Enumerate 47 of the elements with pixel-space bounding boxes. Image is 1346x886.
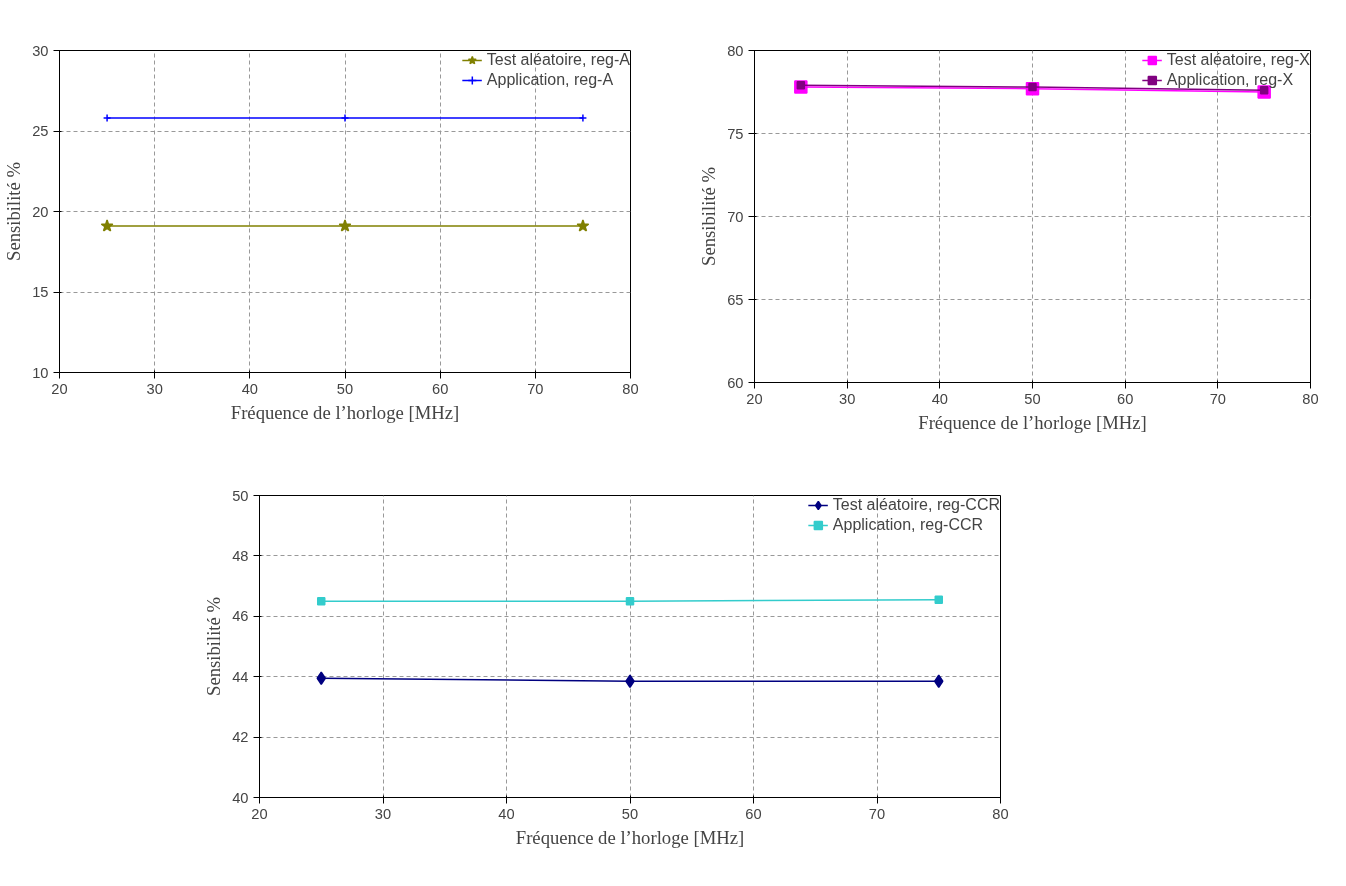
x-axis-title: Fréquence de l’horloge [MHz] — [515, 826, 745, 848]
x-tick-label: 40 — [498, 805, 515, 822]
x-tick-label: 60 — [432, 380, 449, 397]
x-tick-label: 80 — [622, 380, 639, 397]
x-tick-label: 70 — [527, 380, 544, 397]
x-tick-label: 30 — [374, 805, 392, 822]
legend-label: Test aléatoire, reg-CCR — [832, 496, 1000, 514]
x-tick-label: 80 — [1302, 390, 1319, 407]
y-tick-label: 42 — [232, 729, 249, 746]
legend-label: Test aléatoire, reg-X — [1166, 51, 1310, 69]
x-tick-label: 20 — [251, 805, 268, 822]
y-axis-title: Sensibilité % — [698, 167, 720, 266]
x-tick-label: 50 — [336, 380, 354, 397]
y-tick-label: 15 — [32, 284, 49, 300]
y-tick-label: 10 — [32, 364, 49, 381]
legend-label: Application, reg-X — [1166, 71, 1294, 89]
y-tick-label: 20 — [32, 203, 49, 220]
y-tick-label: 40 — [232, 789, 249, 806]
y-tick-label: 70 — [727, 208, 744, 225]
y-tick-label: 48 — [232, 547, 249, 564]
x-tick-label: 20 — [51, 380, 68, 397]
y-tick-label: 44 — [232, 668, 249, 685]
y-tick-label: 80 — [727, 42, 744, 59]
y-axis-title: Sensibilité % — [3, 162, 25, 261]
legend-label: Application, reg-A — [486, 71, 614, 89]
y-tick-label: 50 — [232, 487, 249, 504]
y-axis-title: Sensibilité % — [203, 597, 225, 696]
y-tick-label: 46 — [232, 608, 249, 625]
legend-label: Application, reg-CCR — [832, 516, 984, 534]
x-tick-label: 30 — [146, 380, 163, 397]
x-tick-label: 50 — [1024, 390, 1041, 407]
y-tick-label: 75 — [727, 125, 744, 142]
y-tick-label: 65 — [727, 291, 744, 308]
x-axis-title: Fréquence de l’horloge [MHz] — [230, 401, 460, 423]
x-tick-label: 60 — [1117, 390, 1134, 407]
y-tick-label: 25 — [32, 123, 49, 139]
y-tick-label: 30 — [32, 42, 49, 59]
x-tick-label: 70 — [1209, 390, 1226, 407]
legend-label: Test aléatoire, reg-A — [486, 51, 630, 69]
x-tick-label: 30 — [839, 390, 856, 407]
x-tick-label: 60 — [745, 805, 762, 822]
x-tick-label: 50 — [621, 805, 639, 822]
x-tick-label: 70 — [868, 805, 886, 822]
x-tick-label: 40 — [931, 390, 948, 407]
x-tick-label: 80 — [992, 805, 1009, 822]
x-tick-label: 20 — [746, 390, 763, 407]
x-axis-title: Fréquence de l’horloge [MHz] — [918, 411, 1147, 433]
